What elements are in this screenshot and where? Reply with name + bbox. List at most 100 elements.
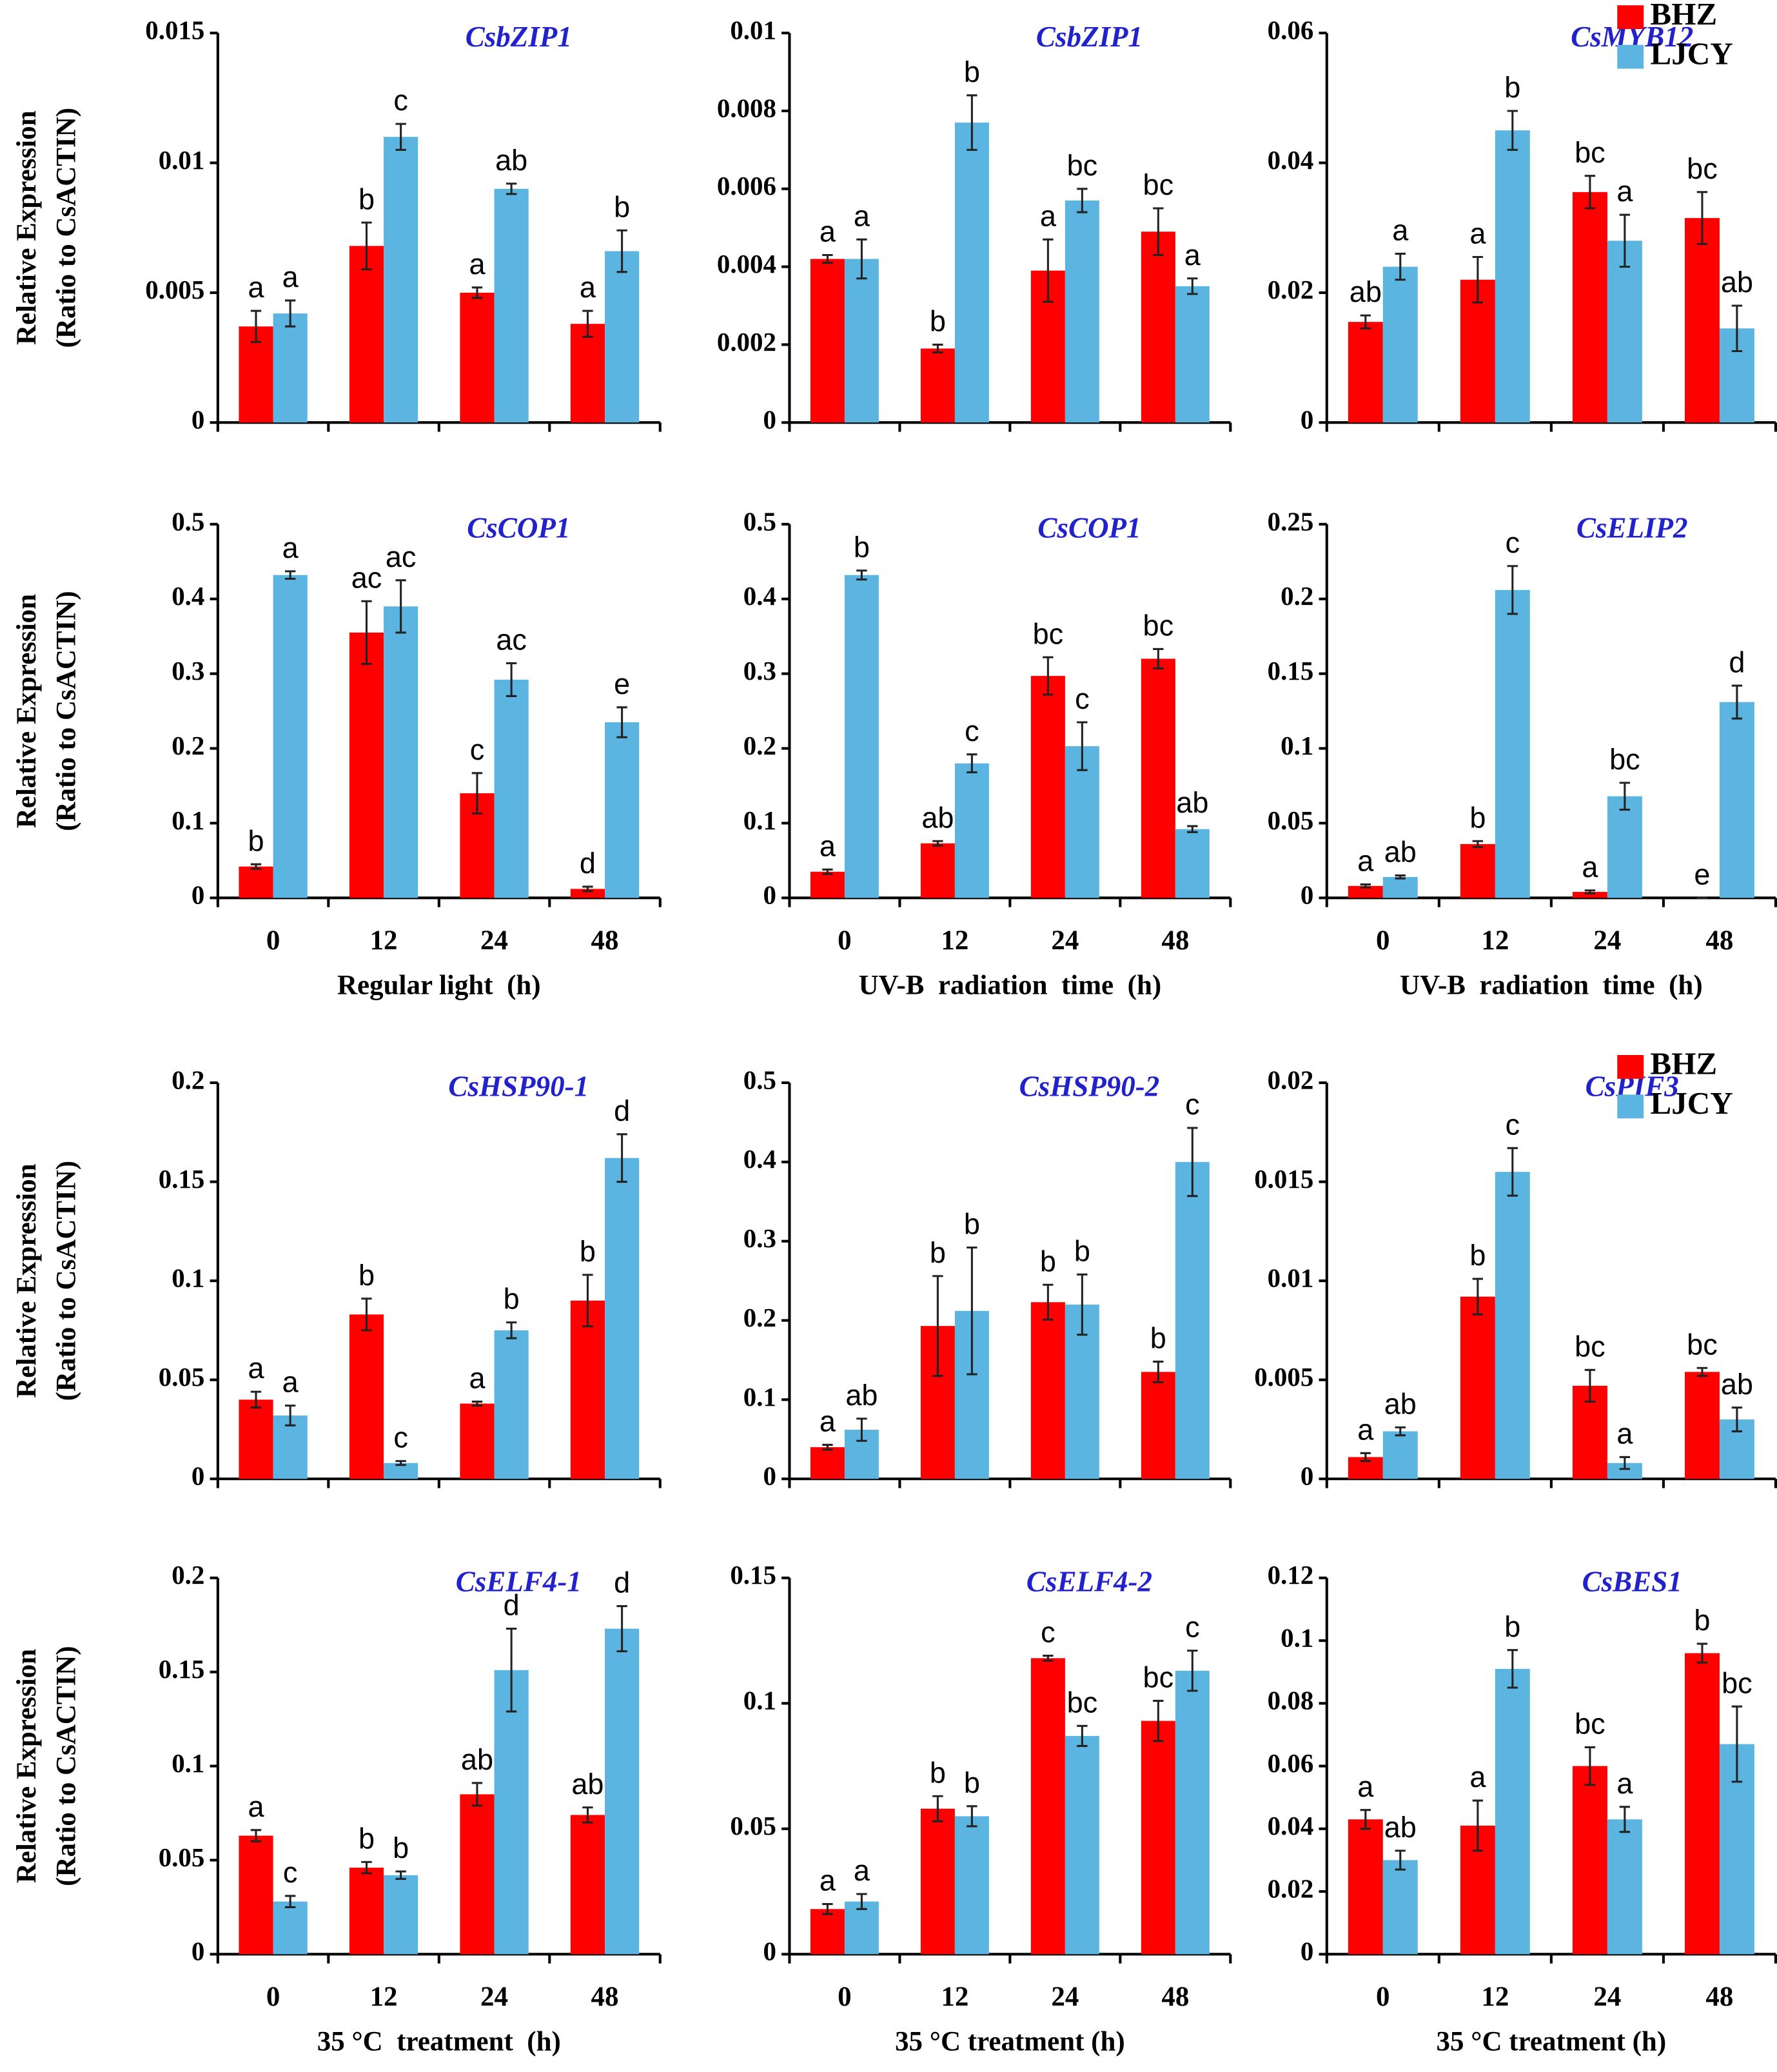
bar — [1030, 1302, 1065, 1479]
y-tick-label: 0.008 — [717, 94, 776, 123]
significance-letter: ab — [1384, 1388, 1417, 1421]
error-bar — [1584, 1368, 1596, 1403]
error-bar — [1696, 191, 1708, 245]
x-axis-label: UV-B radiation time (h) — [859, 970, 1162, 1000]
significance-letter: a — [469, 1362, 486, 1395]
bar — [460, 1794, 495, 1955]
significance-letter: a — [282, 1366, 299, 1399]
significance-letter: ab — [1176, 786, 1208, 819]
significance-letter: a — [820, 1864, 836, 1897]
significance-letter: bc — [1575, 136, 1605, 169]
bar — [1684, 1372, 1720, 1479]
significance-letter: ab — [1384, 836, 1417, 869]
bar — [844, 259, 879, 423]
x-tick-label: 48 — [1705, 1982, 1733, 2012]
y-tick-label: 0.02 — [1268, 1065, 1314, 1094]
bar — [384, 137, 418, 423]
significance-letter: a — [1616, 175, 1633, 208]
bar — [1382, 266, 1418, 423]
y-axis-label: (Ratio to CsACTIN) — [51, 1161, 81, 1401]
x-tick-label: 0 — [1376, 1982, 1390, 2012]
y-tick-label: 0.04 — [1268, 146, 1314, 175]
y-tick-label: 0.4 — [743, 582, 776, 611]
significance-letter: a — [248, 1352, 264, 1385]
significance-letter: c — [1041, 1616, 1055, 1649]
bar — [1348, 322, 1383, 423]
significance-letter: b — [580, 1235, 596, 1268]
x-axis-label: 35 °C treatment (h) — [317, 2026, 561, 2057]
error-bar — [1360, 883, 1371, 889]
error-bar — [1696, 1643, 1708, 1664]
error-bar — [1584, 889, 1596, 894]
bar — [494, 1670, 529, 1955]
significance-letter: b — [1150, 1322, 1166, 1355]
x-tick-label: 24 — [480, 925, 508, 956]
significance-letter: b — [964, 1208, 980, 1241]
y-tick-label: 0.2 — [172, 731, 204, 760]
significance-letter: c — [1185, 1088, 1200, 1121]
significance-letter: c — [393, 84, 408, 117]
bar — [239, 1399, 273, 1479]
bar — [1175, 1670, 1210, 1955]
y-tick-label: 0.4 — [743, 1145, 776, 1174]
bar — [1065, 1735, 1099, 1955]
error-bar — [967, 753, 977, 774]
legend-swatch — [1617, 5, 1644, 30]
error-bar — [1395, 252, 1406, 281]
error-bar — [1507, 110, 1518, 151]
y-tick-label: 0.12 — [1268, 1561, 1314, 1590]
error-bar — [1731, 684, 1743, 720]
y-axis-label: (Ratio to CsACTIN) — [51, 591, 81, 831]
x-tick-label: 48 — [591, 1982, 619, 2012]
y-tick-label: 0 — [763, 1462, 776, 1491]
error-bar — [582, 1274, 593, 1328]
error-bar — [1619, 1806, 1631, 1833]
error-bar — [506, 183, 517, 195]
bar — [570, 1300, 605, 1479]
y-axis-label: Relative Expression — [12, 594, 42, 828]
bar — [1460, 844, 1495, 898]
error-bar — [1043, 1654, 1054, 1662]
error-bar — [967, 1805, 977, 1828]
x-tick-label: 0 — [266, 925, 280, 956]
significance-letter: b — [1469, 1239, 1486, 1272]
legend-label: BHZ — [1650, 1046, 1717, 1081]
y-tick-label: 0.2 — [172, 1561, 204, 1590]
bar — [1382, 1860, 1418, 1955]
bar — [1382, 876, 1418, 898]
significance-letter: a — [1392, 214, 1409, 247]
significance-letter: a — [1616, 1767, 1633, 1800]
significance-letter: a — [820, 215, 836, 248]
bar — [1141, 1372, 1175, 1479]
x-tick-label: 12 — [941, 925, 968, 956]
error-bar — [822, 1443, 833, 1451]
significance-letter: a — [1582, 851, 1598, 883]
significance-letter: bc — [1143, 1661, 1174, 1694]
error-bar — [1696, 1367, 1708, 1377]
bar — [1572, 1766, 1607, 1955]
bar — [239, 866, 273, 898]
y-tick-label: 0.05 — [730, 1811, 776, 1840]
significance-letter: b — [930, 305, 946, 338]
x-axis-label: 35 °C treatment (h) — [1437, 2026, 1667, 2057]
bar — [920, 1808, 955, 1955]
significance-letter: ab — [1721, 266, 1753, 299]
significance-letter: bc — [1687, 152, 1718, 185]
significance-letter: d — [504, 1589, 520, 1622]
y-tick-label: 0.1 — [172, 1264, 204, 1293]
error-bar — [1153, 207, 1164, 257]
error-bar — [1619, 1455, 1631, 1470]
error-bar — [1153, 1360, 1164, 1383]
bar — [239, 1835, 273, 1955]
significance-letter: d — [1729, 646, 1745, 678]
error-bar — [284, 570, 296, 580]
x-tick-label: 48 — [1161, 1982, 1189, 2012]
error-bar — [284, 1405, 296, 1426]
significance-letter: b — [358, 1822, 375, 1855]
error-bar — [1043, 1283, 1054, 1321]
error-bar — [967, 1246, 977, 1376]
significance-letter: ac — [496, 624, 527, 656]
y-tick-label: 0.1 — [743, 1383, 776, 1412]
y-tick-label: 0.1 — [1281, 731, 1313, 760]
error-bar — [1731, 1406, 1743, 1433]
